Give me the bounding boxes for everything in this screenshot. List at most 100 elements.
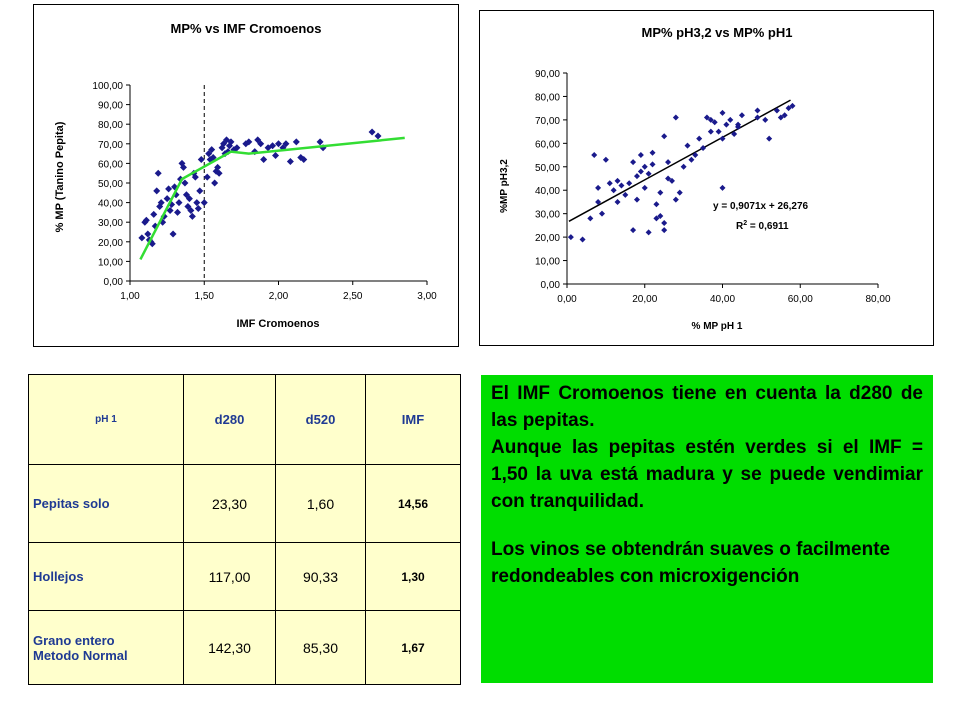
y-tick-label: 80,00 bbox=[535, 92, 560, 103]
data-point bbox=[781, 112, 788, 119]
data-point bbox=[591, 152, 598, 159]
header-imf: IMF bbox=[365, 374, 461, 465]
data-point bbox=[245, 138, 253, 146]
data-point bbox=[657, 189, 664, 196]
cell-d280: 142,30 bbox=[183, 610, 276, 685]
data-point bbox=[163, 195, 171, 203]
table-row: Grano entero Metodo Normal 142,30 85,30 … bbox=[28, 610, 461, 685]
data-point bbox=[676, 189, 683, 196]
data-point bbox=[711, 119, 718, 126]
data-point bbox=[661, 227, 668, 234]
data-point bbox=[637, 152, 644, 159]
data-point bbox=[665, 159, 672, 166]
data-point bbox=[707, 128, 714, 135]
chart-ph32-vs-ph1-svg: MP% pH3,2 vs MP% pH1 %MP pH3,2 % MP pH 1… bbox=[499, 25, 891, 332]
data-point bbox=[649, 161, 656, 168]
data-point bbox=[668, 177, 675, 184]
chart1-xlabel: IMF Cromoenos bbox=[236, 318, 319, 330]
data-point bbox=[773, 107, 780, 114]
y-tick-label: 40,00 bbox=[535, 186, 560, 197]
data-point bbox=[645, 229, 652, 236]
data-point bbox=[203, 173, 211, 181]
data-point bbox=[785, 105, 792, 112]
y-tick-label: 30,00 bbox=[535, 210, 560, 221]
y-tick-label: 60,00 bbox=[98, 159, 123, 170]
data-point bbox=[735, 121, 742, 128]
data-point bbox=[777, 114, 784, 121]
data-point bbox=[723, 121, 730, 128]
data-point bbox=[626, 180, 633, 187]
chart2-title: MP% pH3,2 vs MP% pH1 bbox=[642, 25, 793, 40]
cell-d280: 23,30 bbox=[183, 464, 276, 543]
data-point bbox=[153, 187, 161, 195]
y-tick-label: 50,00 bbox=[98, 179, 123, 190]
cell-d520: 90,33 bbox=[275, 542, 366, 611]
data-point bbox=[653, 201, 660, 208]
y-tick-label: 60,00 bbox=[535, 139, 560, 150]
data-point bbox=[614, 177, 621, 184]
data-point bbox=[696, 135, 703, 142]
x-tick-label: 1,50 bbox=[195, 291, 215, 302]
y-tick-label: 0,00 bbox=[104, 277, 124, 288]
y-tick-label: 70,00 bbox=[535, 116, 560, 127]
data-point bbox=[175, 199, 183, 207]
y-tick-label: 90,00 bbox=[535, 69, 560, 80]
data-point bbox=[719, 184, 726, 191]
chart1-title: MP% vs IMF Cromoenos bbox=[171, 21, 322, 36]
data-point bbox=[275, 140, 282, 148]
data-point bbox=[197, 155, 205, 163]
data-point bbox=[622, 191, 629, 198]
y-tick-label: 100,00 bbox=[92, 81, 123, 92]
data-point bbox=[169, 230, 177, 238]
data-point bbox=[157, 199, 165, 207]
data-point bbox=[187, 206, 195, 214]
y-tick-label: 30,00 bbox=[98, 218, 123, 229]
row-label: Grano entero Metodo Normal bbox=[28, 610, 184, 685]
data-point bbox=[731, 130, 738, 137]
data-point bbox=[657, 213, 664, 220]
data-point bbox=[653, 215, 660, 222]
data-point bbox=[179, 163, 187, 171]
y-tick-label: 80,00 bbox=[98, 120, 123, 131]
data-point bbox=[567, 234, 574, 241]
data-point bbox=[630, 159, 637, 166]
data-point bbox=[595, 184, 602, 191]
data-point bbox=[214, 163, 222, 171]
r-squared-prefix: R bbox=[736, 221, 744, 232]
data-point bbox=[194, 204, 202, 212]
data-point bbox=[150, 210, 158, 218]
cell-d520: 1,60 bbox=[275, 464, 366, 543]
row-label: Pepitas solo bbox=[28, 464, 184, 543]
x-tick-label: 60,00 bbox=[788, 294, 813, 305]
y-tick-label: 0,00 bbox=[541, 280, 561, 291]
data-point bbox=[191, 173, 199, 181]
x-tick-label: 1,00 bbox=[120, 291, 140, 302]
x-tick-label: 2,00 bbox=[269, 291, 289, 302]
y-tick-label: 20,00 bbox=[535, 233, 560, 244]
data-point bbox=[138, 234, 146, 242]
data-point bbox=[684, 142, 691, 149]
cell-imf: 1,67 bbox=[365, 610, 461, 685]
data-point bbox=[269, 142, 277, 150]
data-point bbox=[606, 180, 613, 187]
data-point bbox=[641, 163, 648, 170]
data-point bbox=[154, 169, 162, 177]
x-tick-label: 3,00 bbox=[417, 291, 437, 302]
data-point bbox=[208, 146, 216, 154]
chart-mp-vs-imf: MP% vs IMF Cromoenos % MP (Tanino Pepita… bbox=[33, 4, 459, 347]
data-table: pH 1 d280 d520 IMF Pepitas solo 23,30 1,… bbox=[28, 374, 461, 685]
data-point bbox=[166, 206, 174, 214]
data-point bbox=[610, 187, 617, 194]
x-tick-label: 0,00 bbox=[557, 294, 577, 305]
x-tick-label: 40,00 bbox=[710, 294, 735, 305]
data-point bbox=[727, 116, 734, 123]
y-tick-label: 90,00 bbox=[98, 101, 123, 112]
data-point bbox=[630, 227, 637, 234]
data-point bbox=[633, 196, 640, 203]
cell-d280: 117,00 bbox=[183, 542, 276, 611]
data-point bbox=[665, 175, 672, 182]
data-point bbox=[368, 128, 376, 136]
data-point bbox=[257, 140, 265, 148]
data-point bbox=[215, 169, 223, 177]
y-tick-label: 70,00 bbox=[98, 140, 123, 151]
